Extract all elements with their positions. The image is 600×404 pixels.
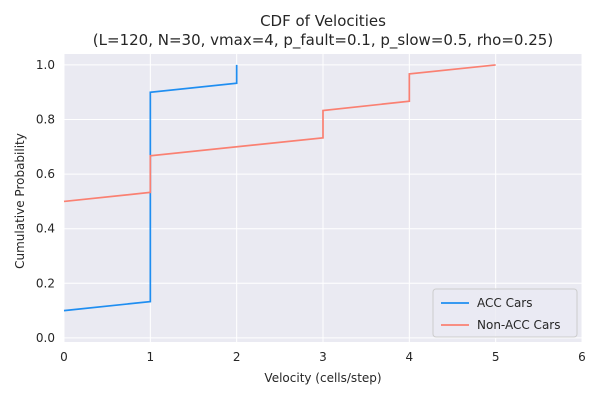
chart-subtitle: (L=120, N=30, vmax=4, p_fault=0.1, p_slo… xyxy=(93,31,553,50)
tick-labels: 0 1 2 3 4 5 6 0.0 0.2 0.4 0.6 0.8 1.0 xyxy=(36,58,586,364)
x-tick-label: 2 xyxy=(233,350,241,364)
chart-title: CDF of Velocities xyxy=(260,12,386,30)
y-tick-label: 0.6 xyxy=(36,167,55,181)
x-axis-label: Velocity (cells/step) xyxy=(264,371,381,385)
y-tick-label: 0.8 xyxy=(36,113,55,127)
series-lines xyxy=(63,64,496,312)
x-tick-label: 5 xyxy=(492,350,500,364)
y-axis-label: Cumulative Probability xyxy=(13,133,27,269)
y-tick-label: 0.0 xyxy=(36,331,55,345)
x-tick-label: 4 xyxy=(406,350,414,364)
y-tick-label: 1.0 xyxy=(36,58,55,72)
legend-label-non-acc: Non-ACC Cars xyxy=(477,318,560,332)
x-tick-label: 0 xyxy=(60,350,68,364)
y-tick-label: 0.2 xyxy=(36,276,55,290)
x-tick-label: 1 xyxy=(147,350,155,364)
acc-cars-line xyxy=(63,64,238,312)
x-tick-label: 6 xyxy=(578,350,586,364)
x-tick-label: 3 xyxy=(319,350,327,364)
y-tick-label: 0.4 xyxy=(36,222,55,236)
legend-label-acc: ACC Cars xyxy=(477,296,533,310)
legend: ACC Cars Non-ACC Cars xyxy=(432,288,578,338)
non-acc-cars-line xyxy=(63,64,496,203)
